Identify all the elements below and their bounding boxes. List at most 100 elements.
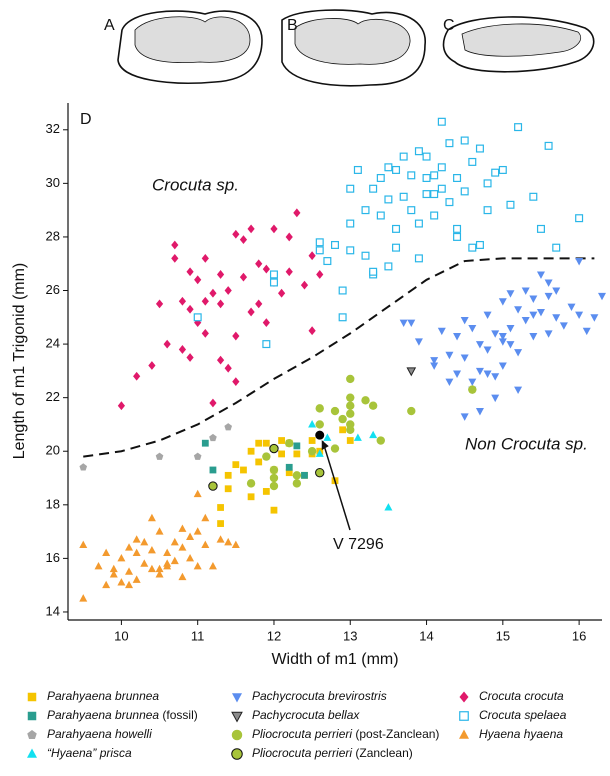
marker [414,147,423,156]
marker [437,184,446,193]
y-tick-label: 24 [46,336,60,351]
marker [155,527,164,535]
marker [536,271,545,279]
marker [430,357,439,365]
legend-label: Parahyaena howelli [47,727,152,741]
x-tick-label: 13 [343,628,357,643]
marker [369,267,378,276]
marker [422,152,431,161]
marker [132,548,141,557]
series [246,374,477,491]
marker [567,303,576,311]
marker [559,322,568,330]
marker [117,401,125,411]
marker [552,287,561,295]
marker [338,414,347,424]
marker [269,278,278,287]
panel-label: A [104,17,115,34]
marker [209,288,217,298]
marker [193,562,202,570]
marker [384,163,393,172]
marker [269,473,279,483]
marker [575,311,584,320]
marker [163,548,172,557]
marker [278,288,286,298]
marker [109,564,118,573]
marker [315,404,324,413]
marker [430,211,439,220]
marker [330,444,340,453]
marker [460,136,469,145]
marker [445,198,454,207]
marker [475,240,484,249]
marker [147,545,156,554]
marker [307,447,317,456]
marker [445,378,454,386]
marker [224,286,232,295]
marker [186,353,194,362]
x-tick-label: 12 [267,628,281,643]
marker [430,190,439,199]
marker [186,553,195,562]
annotation: Crocuta sp. [152,175,239,194]
marker [582,327,591,336]
marker [224,471,232,479]
marker [323,257,332,266]
marker [255,259,263,269]
marker [224,537,233,546]
arrow [322,440,351,531]
marker [27,730,37,740]
marker [262,439,270,447]
marker [491,330,500,338]
marker [240,466,247,474]
marker [544,292,553,301]
marker [292,479,302,488]
marker [155,564,164,573]
marker [132,535,141,543]
marker [247,224,255,234]
marker [331,240,340,249]
legend-label: Crocuta crocuta [479,689,564,703]
marker [406,367,417,377]
x-tick-label: 16 [572,628,586,643]
marker [193,452,202,460]
marker [529,311,538,320]
marker [293,208,301,218]
marker [216,299,225,309]
annotation: Non Crocuta sp. [465,434,588,453]
marker [285,267,293,277]
legend-label: Hyaena hyaena [479,727,563,741]
marker [475,144,484,153]
marker [109,570,118,578]
marker [208,481,218,491]
marker [453,224,462,233]
marker [186,304,194,314]
marker [491,373,500,381]
marker [232,331,240,341]
marker [224,423,233,431]
marker [224,485,232,493]
marker [201,540,210,548]
marker [285,439,294,448]
marker [315,449,324,457]
marker [140,559,149,567]
marker [140,537,149,546]
marker [575,258,584,266]
marker [506,290,515,298]
marker [361,206,370,215]
marker [459,691,469,703]
marker [201,296,209,306]
marker [178,572,187,581]
marker [422,190,431,199]
marker [453,174,462,183]
marker [27,692,37,702]
marker [147,513,156,522]
marker [529,295,538,303]
marker [437,327,446,336]
marker [201,253,209,263]
marker [453,370,462,378]
marker [269,465,279,475]
marker [445,139,454,148]
marker [125,543,134,551]
legend-label: Pliocrocuta perrieri (post-Zanclean) [252,727,439,741]
